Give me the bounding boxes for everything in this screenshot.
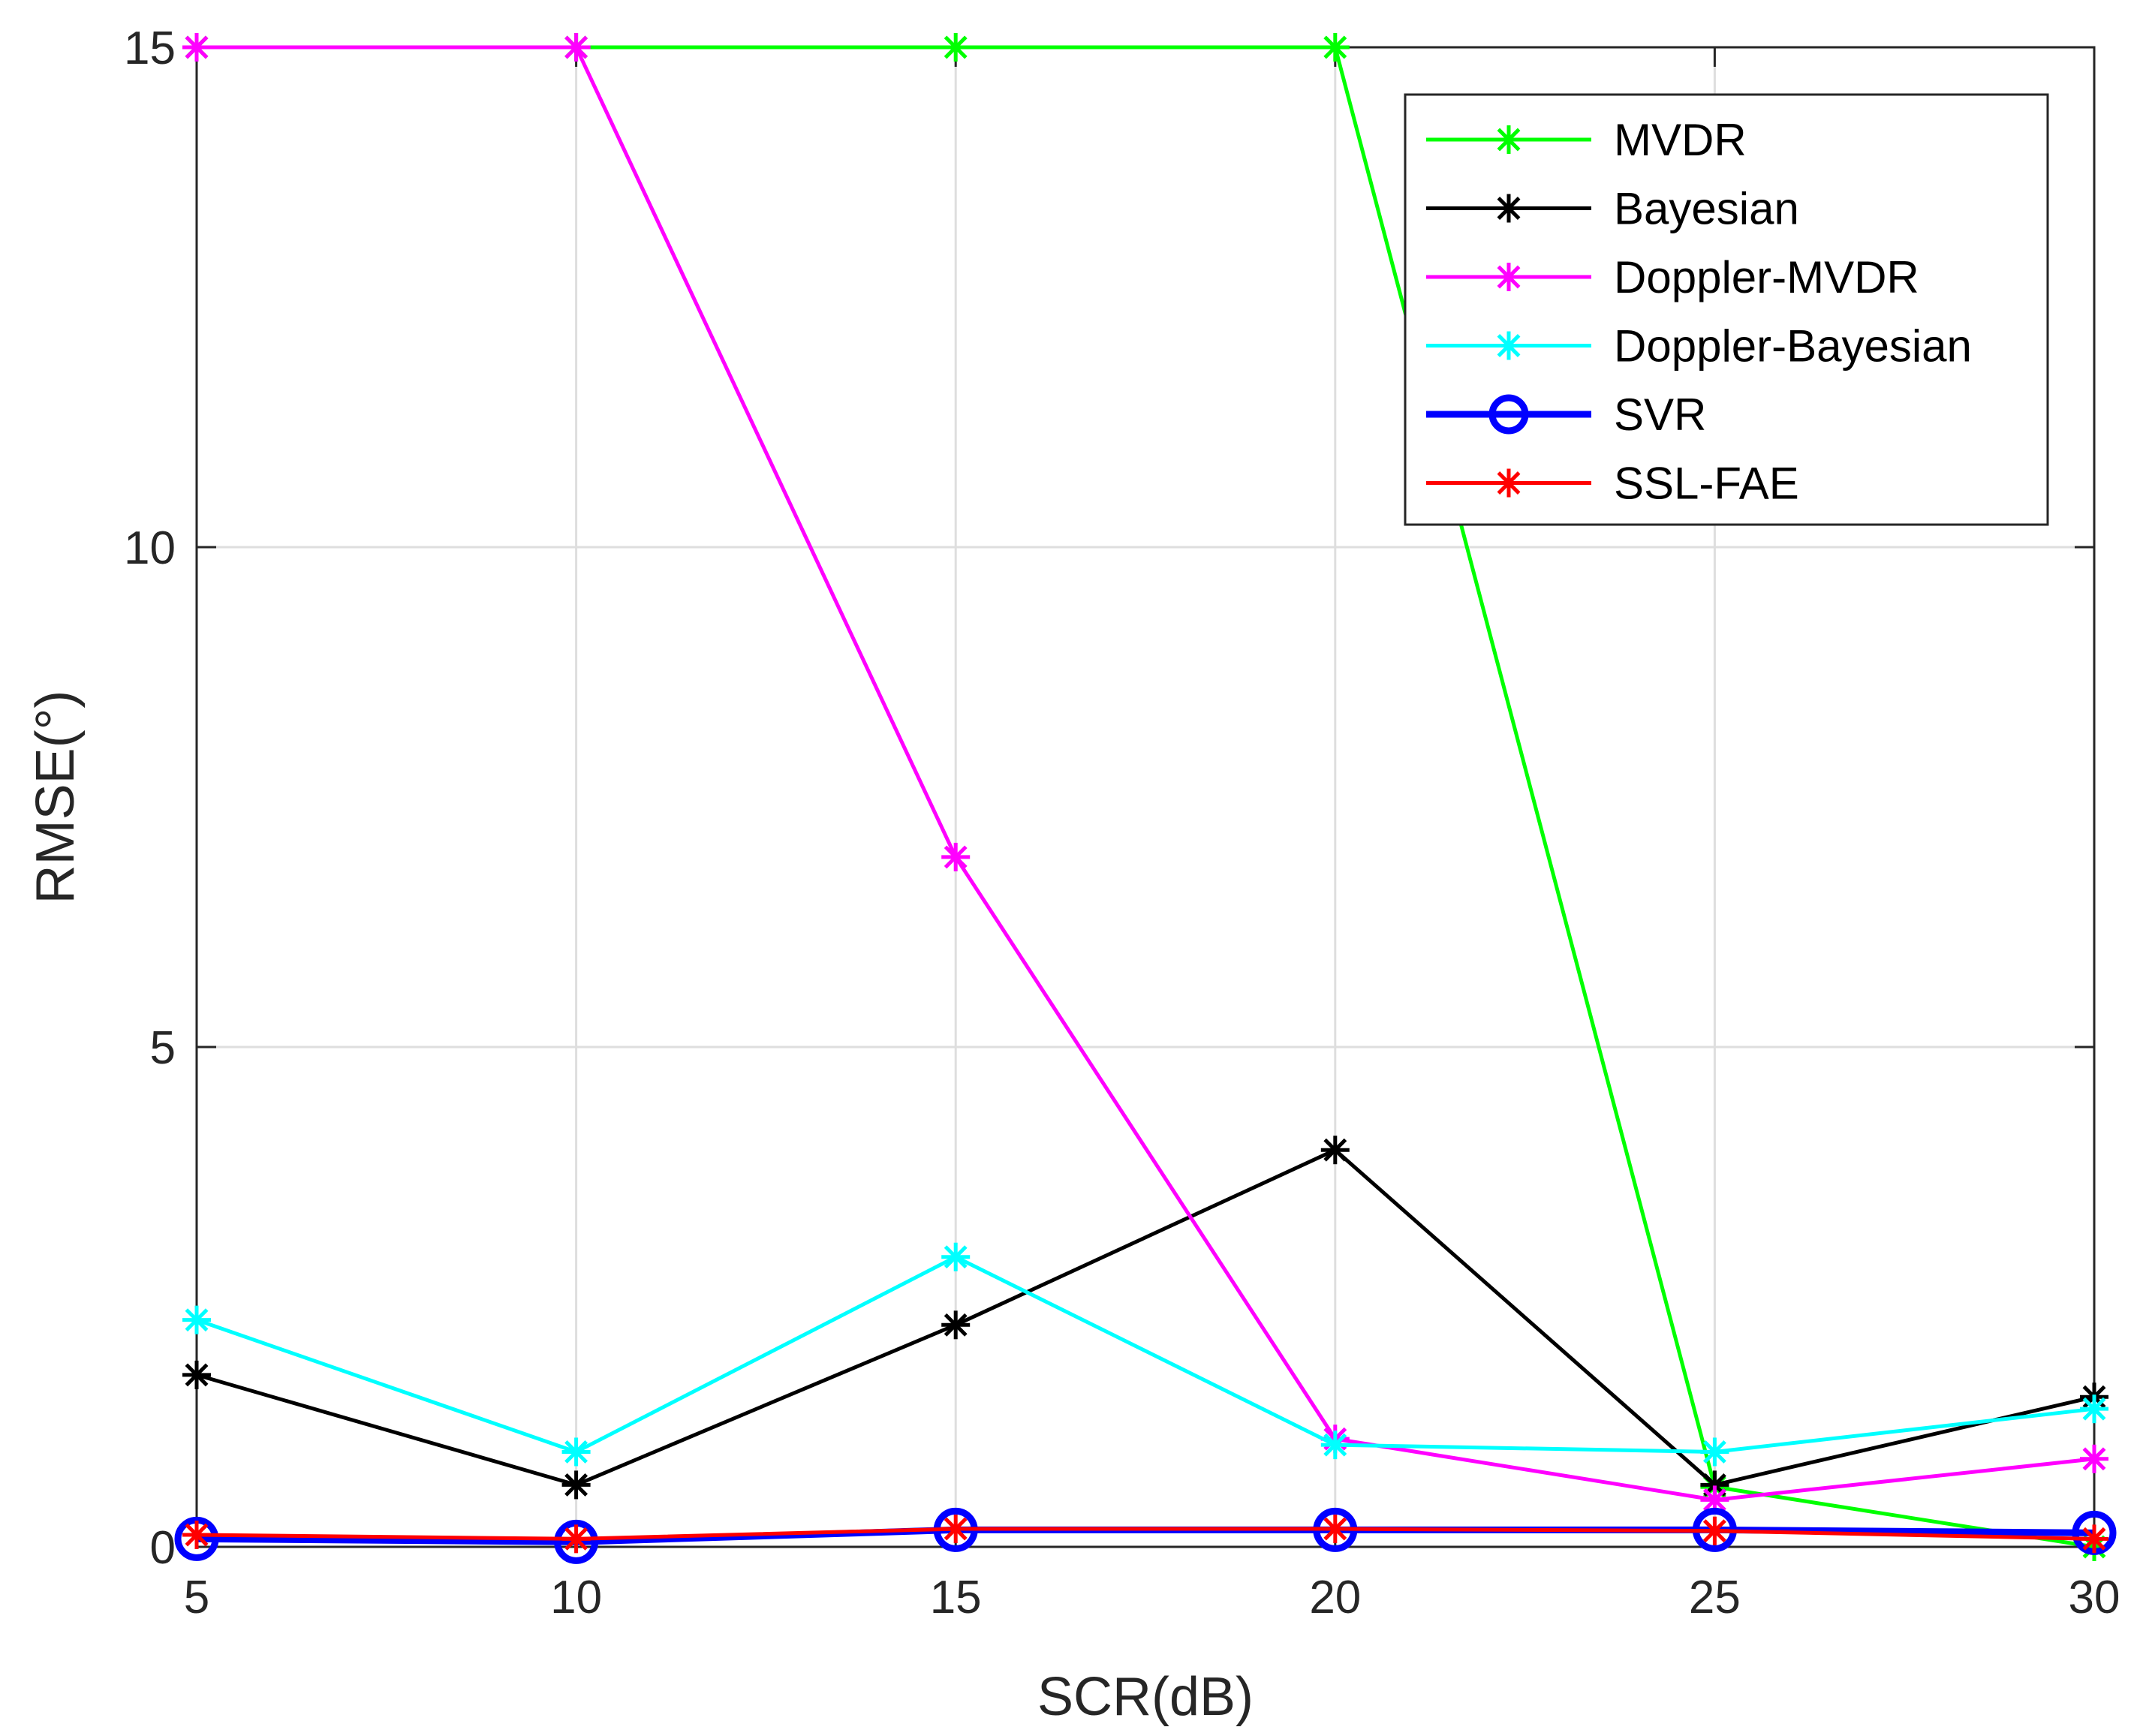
legend-marker [1488,394,1529,435]
legend-label: Bayesian [1614,184,1799,234]
asterisk-stroke [1323,35,1347,59]
asterisk-stroke [944,1313,968,1337]
x-tick-label: 20 [1309,1572,1361,1623]
legend-entry-mvdr: MVDR [1426,115,1747,165]
legend-label: Doppler-Bayesian [1614,321,1972,372]
asterisk-stroke [185,1308,209,1332]
data-point-ssl-fae [1320,1515,1350,1544]
legend-label: Doppler-MVDR [1614,252,1919,302]
asterisk-stroke [1702,1440,1726,1464]
data-point-mvdr [1320,33,1350,62]
asterisk-stroke [185,1363,209,1387]
data-point-ssl-fae [561,1524,591,1554]
legend-marker [1494,125,1523,154]
x-tick-label: 30 [2069,1572,2120,1623]
asterisk-stroke [1497,471,1521,495]
data-point-mvdr [941,33,971,62]
asterisk-stroke [564,1527,588,1551]
x-tick-label: 25 [1689,1572,1741,1623]
data-point-bayesian [561,1470,591,1500]
data-point-doppler-bayesian [561,1437,591,1467]
legend-marker [1494,263,1523,291]
legend-label: MVDR [1614,115,1747,165]
y-tick-label: 10 [124,522,176,574]
asterisk-stroke [1497,334,1521,357]
legend-marker [1494,331,1523,360]
asterisk-stroke [1702,1519,1726,1543]
legend-label: SVR [1614,390,1706,440]
asterisk-stroke [1497,197,1521,220]
data-series [174,33,2117,1564]
y-axis-title: RMSE(°) [26,690,86,904]
series-line-doppler-bayesian [196,1255,2095,1454]
asterisk-stroke [944,1245,968,1269]
y-tick-label: 0 [150,1522,176,1574]
asterisk-stroke [1323,1517,1347,1541]
asterisk-stroke [185,1523,209,1547]
series-doppler-mvdr [182,33,2108,1515]
asterisk-stroke [944,35,968,59]
x-tick-label: 15 [930,1572,982,1623]
asterisk-stroke [1323,1138,1347,1162]
data-point-bayesian [182,1360,211,1389]
asterisk-stroke [564,35,588,59]
series-bayesian [182,1136,2108,1500]
data-point-doppler-bayesian [941,1242,971,1271]
asterisk-stroke [564,1440,588,1464]
data-point-doppler-mvdr [182,33,211,62]
data-point-bayesian [1320,1136,1350,1165]
data-point-doppler-mvdr [1700,1485,1729,1515]
data-point-doppler-bayesian [1700,1437,1729,1467]
asterisk-stroke [2082,1527,2106,1551]
asterisk-stroke [944,845,968,869]
data-point-ssl-fae [1700,1516,1729,1545]
asterisk-stroke [185,35,209,59]
x-tick-label: 10 [550,1572,602,1623]
series-line-bayesian [196,1148,2095,1487]
data-point-doppler-bayesian [182,1305,211,1334]
data-point-doppler-bayesian [2080,1395,2108,1424]
data-point-doppler-mvdr [561,33,591,62]
data-point-doppler-mvdr [2080,1444,2108,1473]
asterisk-stroke [1497,265,1521,289]
legend-box [1404,93,2049,526]
legend-entries: MVDR Bayesian Doppler-MVDR Doppler-Bayesian… [1426,115,1972,509]
data-point-svr [554,1519,599,1564]
asterisk-stroke [2082,1447,2106,1471]
data-point-doppler-bayesian [1320,1431,1350,1460]
series-ssl-fae [182,1515,2108,1554]
legend-label: SSL-FAE [1614,459,1799,509]
legend-marker [1494,468,1523,498]
asterisk-stroke [944,1517,968,1541]
data-point-doppler-mvdr [941,842,971,871]
data-point-svr [174,1516,219,1561]
legend-entry-ssl-fae: SSL-FAE [1426,459,1799,509]
asterisk-stroke [1702,1488,1726,1512]
x-axis-title: SCR(dB) [1037,1667,1254,1727]
asterisk-stroke [2082,1397,2106,1421]
series-line-doppler-mvdr [197,45,2095,1502]
legend: MVDR Bayesian Doppler-MVDR Doppler-Bayesian… [1404,93,2049,526]
asterisk-stroke [1323,1433,1347,1457]
series-doppler-bayesian [182,1242,2108,1467]
legend-entry-doppler-mvdr: Doppler-MVDR [1426,252,1919,302]
data-point-ssl-fae [2080,1524,2108,1554]
asterisk-stroke [1497,128,1521,152]
y-tick-label: 5 [150,1022,176,1074]
data-point-ssl-fae [941,1515,971,1544]
data-point-bayesian [941,1310,971,1340]
series-line-ssl-fae [196,1527,2095,1541]
legend-entry-bayesian: Bayesian [1426,184,1799,234]
asterisk-stroke [564,1473,588,1497]
data-point-ssl-fae [182,1521,211,1550]
y-tick-label: 15 [124,23,176,74]
legend-marker [1494,194,1523,223]
legend-entry-svr: SVR [1426,390,1706,440]
legend-entry-doppler-bayesian: Doppler-Bayesian [1426,321,1972,372]
x-tick-label: 5 [184,1572,209,1623]
